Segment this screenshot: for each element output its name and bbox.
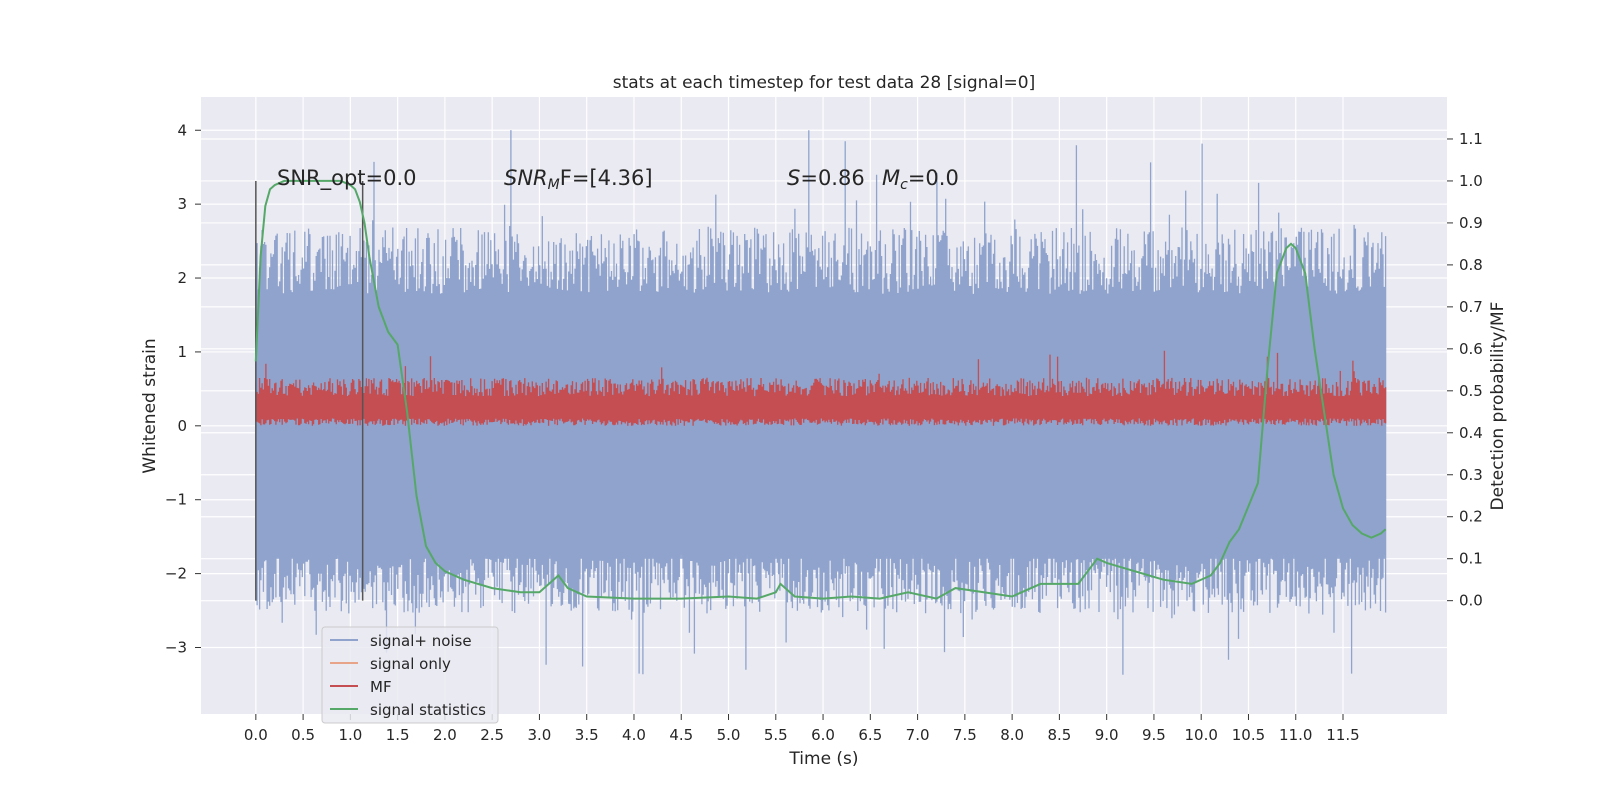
annotation-mc-label: M xyxy=(882,166,900,190)
x-tick-label: 9.0 xyxy=(1095,726,1119,744)
y-tick-labels: 4 3 2 1 0 −1 −2 −3 xyxy=(165,121,201,656)
y2-tick-label: 0.3 xyxy=(1459,466,1483,484)
x-tick-label: 2.0 xyxy=(433,726,457,744)
signal-noise-series xyxy=(255,130,1387,675)
annotations: SNR_opt=0.0 SNRMF=[4.36] S=0.86 Mc=0.0 xyxy=(277,166,959,193)
x-tick-label: 1.0 xyxy=(338,726,362,744)
x-tick-label: 0.5 xyxy=(291,726,315,744)
annotation-snr-mf-prefix: SNR xyxy=(504,166,548,190)
x-tick-label: 10.0 xyxy=(1185,726,1218,744)
annotation-snr-mf-suffix: F=[4.36] xyxy=(560,166,653,190)
y2-tick-label: 1.1 xyxy=(1459,130,1483,148)
legend-label-signal-noise: signal+ noise xyxy=(370,632,472,650)
x-tick-label: 3.5 xyxy=(575,726,599,744)
x-tick-label: 6.0 xyxy=(811,726,835,744)
x-tick-label: 11.5 xyxy=(1326,726,1359,744)
y-tick-label: −2 xyxy=(165,565,187,583)
x-tick-label: 7.0 xyxy=(906,726,930,744)
y-tick-label: −3 xyxy=(165,638,187,656)
y-tick-label: 2 xyxy=(177,269,187,287)
annotation-s-label: S xyxy=(787,166,800,190)
y2-tick-label: 0.5 xyxy=(1459,382,1483,400)
y-axis-label: Whitened strain xyxy=(140,338,160,473)
y2-tick-label: 0.6 xyxy=(1459,340,1483,358)
y2-tick-label: 0.2 xyxy=(1459,508,1483,526)
legend: signal+ noise signal only MF signal stat… xyxy=(321,626,499,724)
y2-tick-label: 0.7 xyxy=(1459,298,1483,316)
x-tick-label: 9.5 xyxy=(1142,726,1166,744)
annotation-mc: Mc=0.0 xyxy=(882,166,959,193)
y2-axis-label: Detection probability/MF xyxy=(1488,302,1508,511)
y2-tick-labels: 1.1 1.0 0.9 0.8 0.7 0.6 0.5 0.4 0.3 0.2 0.1 0.0 xyxy=(1447,130,1483,610)
vertical-markers xyxy=(255,180,364,601)
y2-tick-label: 1.0 xyxy=(1459,172,1483,190)
y2-tick-label: 0.1 xyxy=(1459,550,1483,568)
x-tick-label: 5.0 xyxy=(717,726,741,744)
y-tick-label: −1 xyxy=(165,491,187,509)
y-tick-label: 0 xyxy=(177,417,187,435)
legend-label-mf: MF xyxy=(370,678,392,696)
x-tick-label: 8.0 xyxy=(1000,726,1024,744)
y2-tick-label: 0.8 xyxy=(1459,256,1483,274)
annotation-mc-value: =0.0 xyxy=(908,166,959,190)
x-tick-label: 3.0 xyxy=(528,726,552,744)
chart-title: stats at each timestep for test data 28 … xyxy=(613,73,1036,93)
legend-box xyxy=(321,626,499,724)
x-tick-label: 4.5 xyxy=(669,726,693,744)
x-tick-label: 8.5 xyxy=(1047,726,1071,744)
annotation-snr-opt: SNR_opt=0.0 xyxy=(277,166,417,191)
x-tick-label: 1.5 xyxy=(386,726,410,744)
y2-tick-label: 0.0 xyxy=(1459,592,1483,610)
annotation-snr-mf: SNRMF=[4.36] xyxy=(504,166,653,193)
x-axis-label: Time (s) xyxy=(788,749,858,769)
y2-tick-label: 0.9 xyxy=(1459,214,1483,232)
x-tick-label: 11.0 xyxy=(1279,726,1312,744)
x-tick-label: 4.0 xyxy=(622,726,646,744)
legend-label-signal-statistics: signal statistics xyxy=(370,701,486,719)
annotation-mc-sub: c xyxy=(900,177,908,193)
y-tick-label: 4 xyxy=(177,121,187,139)
x-tick-label: 2.5 xyxy=(480,726,504,744)
signal-statistics-series xyxy=(254,179,1387,600)
annotation-s: S=0.86 xyxy=(787,166,865,190)
x-tick-label: 7.5 xyxy=(953,726,977,744)
signal-statistics-line xyxy=(254,179,1387,600)
y2-tick-label: 0.4 xyxy=(1459,424,1483,442)
x-tick-label: 10.5 xyxy=(1232,726,1265,744)
annotation-s-value: =0.86 xyxy=(800,166,864,190)
y-tick-label: 1 xyxy=(177,343,187,361)
legend-label-signal-only: signal only xyxy=(370,655,451,673)
x-tick-label: 5.5 xyxy=(764,726,788,744)
x-tick-label: 6.5 xyxy=(858,726,882,744)
y-tick-label: 3 xyxy=(177,195,187,213)
annotation-snr-mf-sub: M xyxy=(548,177,560,193)
x-tick-labels: 0.0 0.5 1.0 1.5 2.0 2.5 3.0 3.5 4.0 4.5 5.0 5.5 6.0 6… xyxy=(244,714,1360,744)
x-tick-label: 0.0 xyxy=(244,726,268,744)
mf-series xyxy=(255,350,1387,426)
